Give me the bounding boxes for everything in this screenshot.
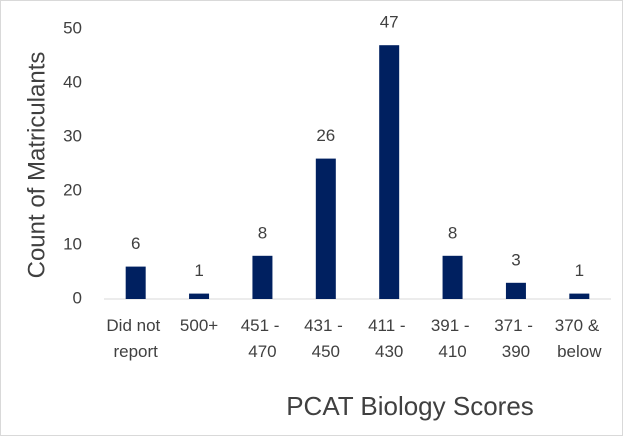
x-tick-label: Did not report: [106, 316, 165, 361]
y-tick-label: 50: [63, 18, 82, 37]
bar: [569, 293, 590, 299]
data-label: 6: [131, 234, 140, 253]
x-axis-title: PCAT Biology Scores: [286, 391, 534, 421]
y-axis-title: Count of Matriculants: [23, 52, 50, 279]
bar: [442, 255, 463, 299]
data-label: 47: [380, 13, 399, 32]
y-tick-label: 0: [73, 288, 82, 307]
y-tick-label: 20: [63, 180, 82, 199]
data-label: 1: [575, 261, 584, 280]
x-tick-label: 391 - 410: [431, 316, 474, 361]
bar: [189, 293, 210, 299]
x-tick-label: 451 - 470: [241, 316, 284, 361]
bar: [315, 158, 336, 299]
data-label: 3: [511, 250, 520, 269]
bar: [505, 282, 526, 299]
y-tick-label: 40: [63, 72, 82, 91]
data-label: 1: [194, 261, 203, 280]
data-label: 8: [448, 223, 457, 242]
bar: [252, 255, 273, 299]
data-label: 8: [258, 223, 267, 242]
x-tick-label: 431 - 450: [304, 316, 347, 361]
y-tick-label: 30: [63, 126, 82, 145]
x-tick-label: 411 - 430: [368, 316, 410, 361]
bar: [379, 45, 400, 300]
data-label: 26: [316, 126, 335, 145]
x-tick-label: 370 & below: [555, 316, 604, 361]
bar: [125, 266, 146, 299]
x-tick-label: 500+: [180, 316, 218, 335]
x-tick-label: 371 - 390: [494, 316, 537, 361]
y-tick-label: 10: [63, 234, 82, 253]
